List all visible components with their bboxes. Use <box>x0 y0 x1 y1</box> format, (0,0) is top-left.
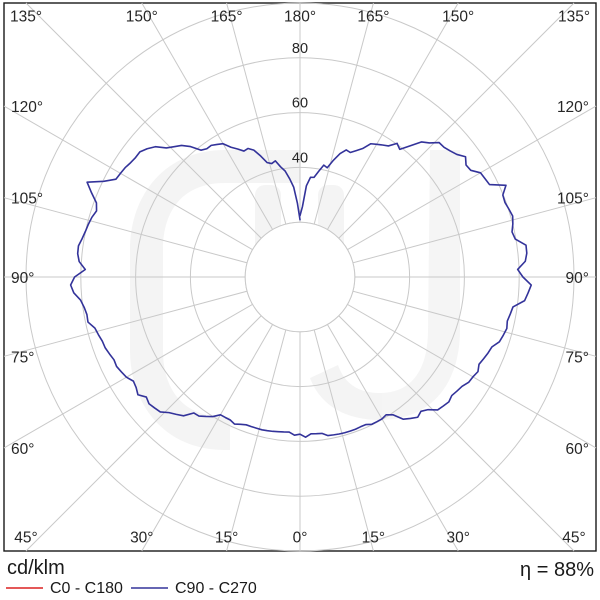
svg-text:45°: 45° <box>14 530 37 547</box>
svg-text:60°: 60° <box>566 441 589 458</box>
svg-text:80: 80 <box>292 41 308 57</box>
svg-text:120°: 120° <box>557 99 589 116</box>
svg-text:90°: 90° <box>566 270 589 287</box>
svg-text:75°: 75° <box>11 349 34 366</box>
svg-text:30°: 30° <box>130 530 153 547</box>
svg-text:15°: 15° <box>215 530 238 547</box>
svg-text:30°: 30° <box>446 530 469 547</box>
svg-text:45°: 45° <box>562 530 585 547</box>
svg-text:150°: 150° <box>126 9 158 26</box>
svg-text:135°: 135° <box>558 9 590 26</box>
svg-text:cd/klm: cd/klm <box>7 557 65 579</box>
svg-text:135°: 135° <box>10 9 42 26</box>
svg-text:15°: 15° <box>362 530 385 547</box>
svg-text:165°: 165° <box>211 9 243 26</box>
svg-text:120°: 120° <box>11 99 43 116</box>
svg-text:60°: 60° <box>11 441 34 458</box>
svg-text:C0 - C180: C0 - C180 <box>50 580 123 597</box>
svg-text:40: 40 <box>292 150 308 166</box>
svg-text:60: 60 <box>292 96 308 112</box>
svg-text:105°: 105° <box>11 191 43 208</box>
svg-text:75°: 75° <box>566 349 589 366</box>
svg-text:150°: 150° <box>442 9 474 26</box>
svg-text:180°: 180° <box>284 9 316 26</box>
svg-text:C90 - C270: C90 - C270 <box>175 580 257 597</box>
svg-text:90°: 90° <box>11 270 34 287</box>
svg-text:165°: 165° <box>357 9 389 26</box>
svg-text:0°: 0° <box>293 530 308 547</box>
svg-text:η = 88%: η = 88% <box>520 559 594 581</box>
svg-text:105°: 105° <box>557 191 589 208</box>
